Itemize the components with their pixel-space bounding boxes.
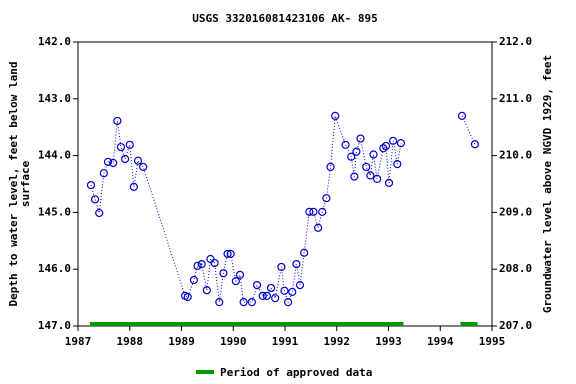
data-point [352,147,361,156]
data-point [109,158,118,168]
data-point [318,207,327,216]
data-point [252,281,262,290]
x-tick-label: 1990 [220,335,247,348]
data-point [223,249,232,258]
x-tick-label: 1991 [272,335,299,348]
data-point [341,140,350,149]
data-point [292,259,301,269]
y2-axis-label: Groundwater level above NGVD 1929, feet [541,55,554,313]
data-point [381,141,391,151]
data-point [366,171,375,180]
data-point [347,152,356,161]
data-point [103,157,113,166]
data-point [331,111,340,120]
data-point [206,254,215,264]
data-point [95,208,104,218]
data-point [116,142,126,152]
y-tick-label: 146.0 [38,262,71,275]
x-tick-label: 1989 [168,335,195,348]
data-point [231,277,240,286]
x-tick-label: 1987 [65,335,92,348]
data-point [373,174,382,183]
data-point [113,116,122,126]
y-tick-label: 147.0 [38,319,71,332]
y-tick-label: 142.0 [38,35,71,48]
data-point [284,298,293,307]
data-point [99,169,108,178]
data-point [314,223,323,232]
data-point [362,162,371,172]
chart-title: USGS 332016081423106 AK- 895 [192,12,377,25]
data-point [120,154,130,164]
data-point [247,298,256,307]
data-point [258,291,267,300]
y2-tick-label: 212.0 [499,35,532,48]
data-point [271,294,280,303]
data-point [384,178,394,187]
y2-tick-label: 208.0 [499,262,532,275]
y-tick-label: 145.0 [38,205,71,218]
data-point [226,249,235,258]
data-point [322,194,331,203]
legend-label: Period of approved data [220,366,372,379]
data-point [133,156,143,165]
data-point [309,207,318,216]
y2-tick-label: 207.0 [499,319,532,332]
data-point [389,136,398,145]
data-point [129,182,138,191]
data-point [239,298,248,307]
y-tick-label: 144.0 [38,149,71,162]
x-tick-label: 1992 [324,335,351,348]
data-point [280,286,289,295]
data-point [266,283,276,293]
data-point [350,172,359,181]
y-axis-label: surface [19,160,32,207]
y-axis-label: Depth to water level, feet below land [7,61,20,306]
data-point [197,259,206,269]
data-point [183,292,192,302]
data-point [295,281,305,290]
data-point [379,144,388,153]
plot-frame [77,41,493,327]
y2-tick-label: 209.0 [499,205,532,218]
data-point [326,162,335,172]
data-point [210,258,219,268]
data-point [262,291,271,300]
data-point [139,162,148,172]
data-point [202,286,211,295]
data-point [235,270,245,279]
data-point [193,261,202,270]
data-point [305,207,314,216]
data-point [125,140,134,149]
data-point [396,139,406,148]
x-tick-label: 1993 [375,335,402,348]
data-point [219,269,228,278]
data-point [369,150,378,159]
x-tick-label: 1994 [427,335,454,348]
y2-tick-label: 210.0 [499,149,532,162]
data-point [457,111,467,120]
y2-tick-label: 211.0 [499,92,532,105]
data-point [393,160,402,169]
data-point [86,181,96,190]
data-point [300,248,309,257]
y-tick-label: 143.0 [38,92,71,105]
data-point [277,262,286,272]
data-point [288,287,297,297]
data-point [356,134,365,143]
data-point [189,275,199,285]
series-line [90,115,476,304]
x-tick-label: 1995 [479,335,506,348]
data-point [215,298,224,307]
data-point [470,140,480,149]
data-point [90,195,100,204]
x-tick-label: 1988 [117,335,144,348]
